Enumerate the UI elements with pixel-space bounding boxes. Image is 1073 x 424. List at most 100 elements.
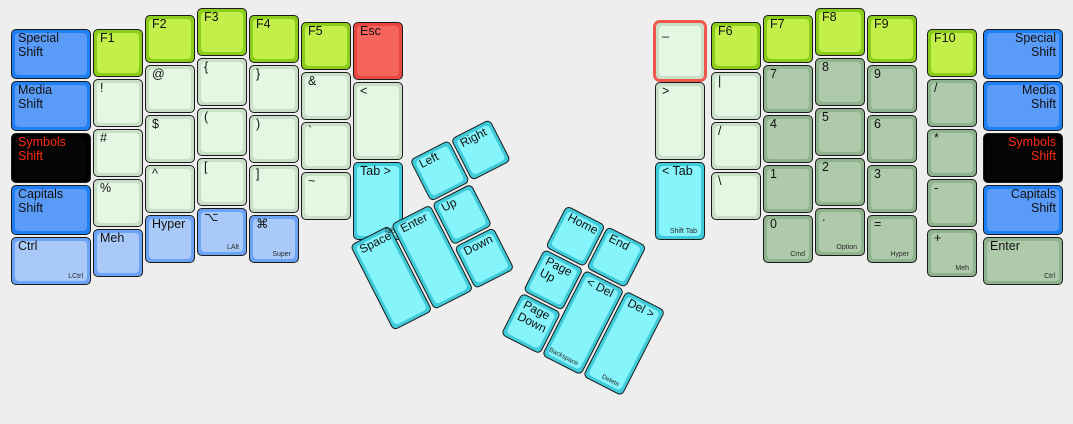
key-right-column-5-key[interactable]: / <box>927 79 977 127</box>
keycap-surface <box>715 126 757 166</box>
keycap-surface <box>15 189 87 231</box>
key-left-column-6-key[interactable]: < <box>353 82 403 160</box>
key-right-column-0-tab[interactable]: < Tab Shift Tab <box>655 162 705 240</box>
key-left-column-4-key[interactable]: ⌘ Super <box>249 215 299 263</box>
key-left-column-3-key[interactable]: { <box>197 58 247 106</box>
keycap-surface <box>15 33 87 75</box>
key-right-shift-column-capitals-shift[interactable]: Capitals Shift <box>983 185 1063 235</box>
key-left-shift-column-capitals-shift[interactable]: Capitals Shift <box>11 185 91 235</box>
key-right-column-2-0[interactable]: 0 Cmd <box>763 215 813 263</box>
keycap-surface <box>253 19 295 59</box>
key-right-column-2-1[interactable]: 1 <box>763 165 813 213</box>
keycap-surface <box>97 133 139 173</box>
key-left-column-3-key[interactable]: [ <box>197 158 247 206</box>
key-left-column-1-key[interactable]: # <box>93 129 143 177</box>
keycap-surface <box>149 169 191 209</box>
key-right-column-2-4[interactable]: 4 <box>763 115 813 163</box>
keycap-surface <box>149 219 191 259</box>
keycap-surface <box>819 12 861 52</box>
keycap-surface <box>767 219 809 259</box>
key-right-column-3-2[interactable]: 2 <box>815 158 865 206</box>
key-left-column-2-hyper[interactable]: Hyper <box>145 215 195 263</box>
keycap-surface <box>15 137 87 179</box>
key-left-column-3-key[interactable]: ⌥ LAlt <box>197 208 247 256</box>
keycap-surface <box>715 76 757 116</box>
keycap-surface <box>871 119 913 159</box>
key-right-column-1-key[interactable]: \ <box>711 172 761 220</box>
key-left-column-1-meh[interactable]: Meh <box>93 229 143 277</box>
key-right-column-0-key[interactable]: > <box>655 82 705 160</box>
key-right-column-3-5[interactable]: 5 <box>815 108 865 156</box>
key-right-column-1-f6[interactable]: F6 <box>711 22 761 70</box>
key-left-column-3-key[interactable]: ( <box>197 108 247 156</box>
key-left-shift-column-ctrl[interactable]: Ctrl LCtrl <box>11 237 91 285</box>
key-right-column-5-key[interactable]: + Meh <box>927 229 977 277</box>
key-left-column-2-key[interactable]: @ <box>145 65 195 113</box>
keycap-surface <box>767 119 809 159</box>
key-left-column-3-f3[interactable]: F3 <box>197 8 247 56</box>
key-right-column-4-f9[interactable]: F9 <box>867 15 917 63</box>
keycap-surface <box>871 19 913 59</box>
key-left-column-5-f5[interactable]: F5 <box>301 22 351 70</box>
key-right-column-3-key[interactable]: . Option <box>815 208 865 256</box>
key-right-shift-column-special-shift[interactable]: Special Shift <box>983 29 1063 79</box>
key-left-column-5-key[interactable]: & <box>301 72 351 120</box>
key-right-column-2-7[interactable]: 7 <box>763 65 813 113</box>
key-right-column-5-f10[interactable]: F10 <box>927 29 977 77</box>
key-left-column-4-key[interactable]: ] <box>249 165 299 213</box>
keycap-surface <box>253 219 295 259</box>
key-left-column-2-key[interactable]: ^ <box>145 165 195 213</box>
keycap-surface <box>305 76 347 116</box>
key-left-column-2-f2[interactable]: F2 <box>145 15 195 63</box>
key-left-column-5-key[interactable]: ~ <box>301 172 351 220</box>
key-right-column-4-6[interactable]: 6 <box>867 115 917 163</box>
keycap-surface <box>931 83 973 123</box>
key-left-column-4-key[interactable]: ) <box>249 115 299 163</box>
key-right-column-1-key[interactable]: | <box>711 72 761 120</box>
key-left-column-1-f1[interactable]: F1 <box>93 29 143 77</box>
keycap-surface <box>987 33 1059 75</box>
keycap-surface <box>97 233 139 273</box>
key-left-column-4-f4[interactable]: F4 <box>249 15 299 63</box>
key-left-column-2-key[interactable]: $ <box>145 115 195 163</box>
key-left-column-4-key[interactable]: } <box>249 65 299 113</box>
key-left-column-6-esc[interactable]: Esc <box>353 22 403 80</box>
keycap-surface <box>871 169 913 209</box>
keycap-surface <box>987 85 1059 127</box>
key-right-column-5-key[interactable]: * <box>927 129 977 177</box>
keycap-surface <box>767 169 809 209</box>
left-thumb-cluster: Space Enter Left Right Up Down <box>349 118 515 331</box>
keycap-surface <box>659 166 701 236</box>
keycap-surface <box>819 162 861 202</box>
key-left-shift-column-special-shift[interactable]: Special Shift <box>11 29 91 79</box>
key-right-column-5-key[interactable]: - <box>927 179 977 227</box>
keycap-surface <box>659 26 701 76</box>
key-right-shift-column-media-shift[interactable]: Media Shift <box>983 81 1063 131</box>
keycap-surface <box>931 33 973 73</box>
keycap-surface <box>987 241 1059 281</box>
key-left-shift-column-symbols-shift[interactable]: Symbols Shift <box>11 133 91 183</box>
keycap-surface <box>201 112 243 152</box>
key-left-column-1-key[interactable]: % <box>93 179 143 227</box>
keycap-surface <box>15 85 87 127</box>
key-right-shift-column-symbols-shift[interactable]: Symbols Shift <box>983 133 1063 183</box>
keycap-surface <box>253 119 295 159</box>
keycap-surface <box>15 241 87 281</box>
keycap-surface <box>819 212 861 252</box>
key-left-column-1-key[interactable]: ! <box>93 79 143 127</box>
key-left-shift-column-media-shift[interactable]: Media Shift <box>11 81 91 131</box>
keycap-surface <box>97 183 139 223</box>
key-right-column-4-3[interactable]: 3 <box>867 165 917 213</box>
keycap-surface <box>149 19 191 59</box>
key-right-column-3-8[interactable]: 8 <box>815 58 865 106</box>
keycap-surface <box>931 233 973 273</box>
key-right-column-1-key[interactable]: / <box>711 122 761 170</box>
key-right-column-4-9[interactable]: 9 <box>867 65 917 113</box>
key-right-column-0-key[interactable]: _ <box>653 20 707 82</box>
key-right-column-4-key[interactable]: = Hyper <box>867 215 917 263</box>
key-right-column-3-f8[interactable]: F8 <box>815 8 865 56</box>
keycap-surface <box>201 62 243 102</box>
key-right-column-2-f7[interactable]: F7 <box>763 15 813 63</box>
key-right-shift-column-enter[interactable]: Enter Ctrl <box>983 237 1063 285</box>
key-left-column-5-key[interactable]: ` <box>301 122 351 170</box>
